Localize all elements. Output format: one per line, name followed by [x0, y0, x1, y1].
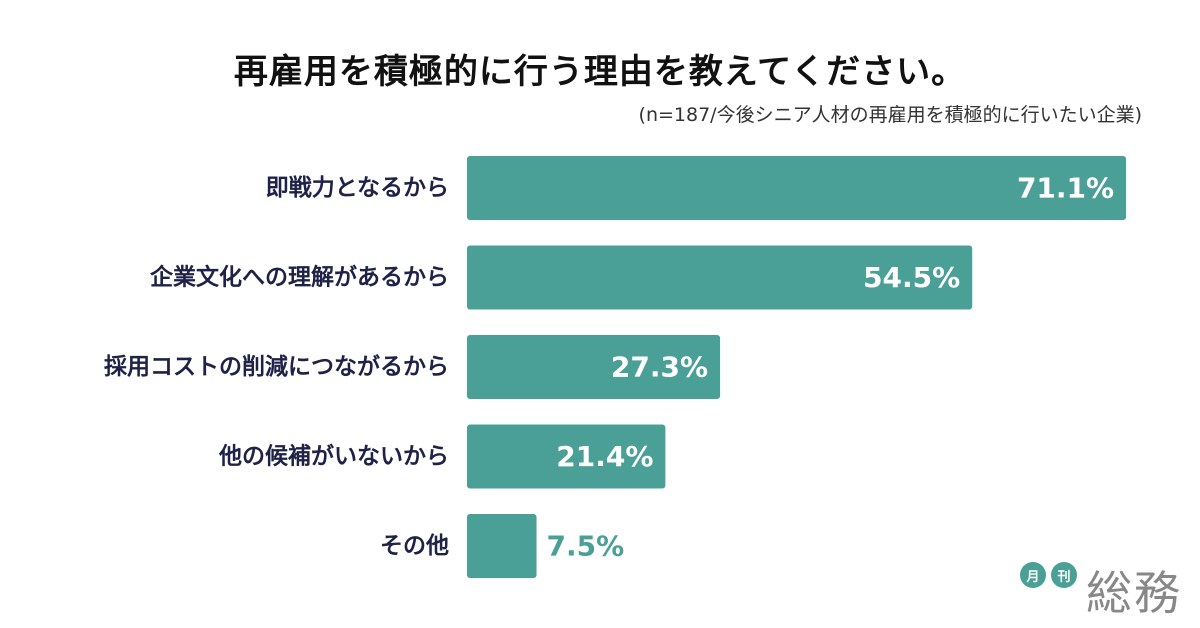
- gekkan-soumu-logo: 月 刊 総務: [1020, 556, 1182, 616]
- category-label-3: 他の候補がいないから: [218, 443, 449, 470]
- bar-3: [467, 424, 666, 489]
- category-label-4: その他: [380, 533, 449, 559]
- bar-1: [467, 245, 973, 310]
- value-label-4: 7.5%: [547, 530, 625, 563]
- category-label-2: 採用コストの削減につながるから: [104, 353, 449, 380]
- value-label-0: 71.1%: [1017, 172, 1114, 205]
- logo-badge-tsuki: 月: [1020, 562, 1046, 588]
- logo-text: 総務: [1086, 566, 1182, 620]
- value-label-3: 21.4%: [556, 440, 653, 473]
- value-label-1: 54.5%: [863, 261, 960, 294]
- logo-badge-kan: 刊: [1051, 562, 1077, 588]
- chart-title: 再雇用を積極的に行う理由を教えてください。: [233, 52, 967, 92]
- bar-2: [467, 335, 721, 399]
- chart-subtitle: (n=187/今後シニア人材の再雇用を積極的に行いたい企業): [638, 104, 1142, 126]
- bar-0: [467, 156, 1127, 220]
- category-label-0: 即戦力となるから: [266, 175, 449, 201]
- value-label-2: 27.3%: [611, 351, 708, 384]
- bar-4: [467, 514, 537, 578]
- category-label-1: 企業文化への理解があるから: [149, 264, 449, 291]
